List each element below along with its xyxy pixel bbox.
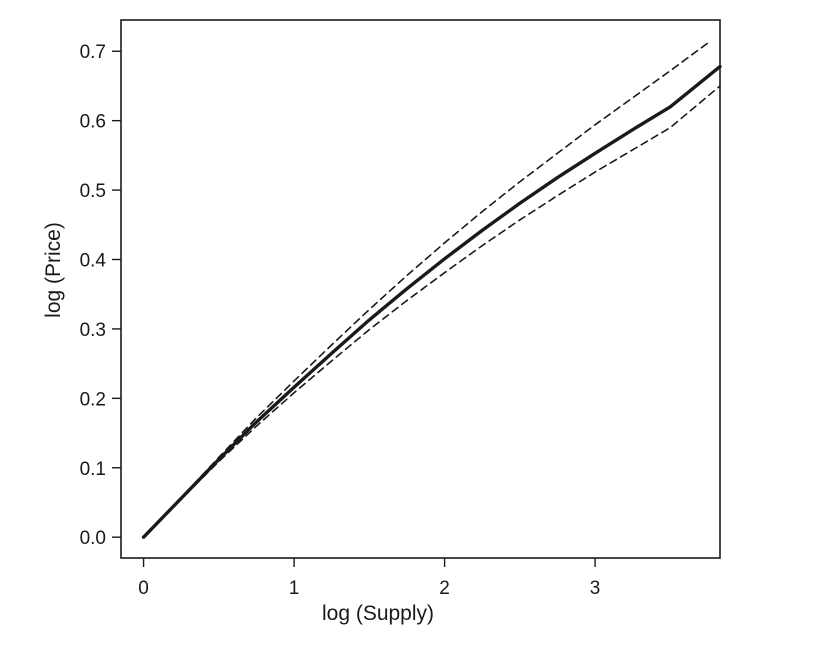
x-tick-label: 3 <box>590 578 601 599</box>
y-tick-label: 0.2 <box>80 389 106 410</box>
confidence-band-line-2 <box>142 85 721 538</box>
y-axis-title: log (Price) <box>42 222 65 318</box>
y-tick-label: 0.7 <box>80 42 106 63</box>
y-tick-label: 0.6 <box>80 112 106 133</box>
plot-frame <box>120 19 721 559</box>
y-axis: 0.0 0.1 0.2 0.3 0.4 0.5 0.6 0.7 <box>80 42 121 549</box>
x-axis-title: log (Supply) <box>322 602 434 625</box>
y-tick-label: 0.4 <box>80 250 107 271</box>
y-tick-label: 0.3 <box>80 320 106 341</box>
y-tick-label: 0.0 <box>80 528 106 549</box>
confidence-band-line-1 <box>142 42 709 538</box>
x-axis: 0 1 2 3 <box>138 558 600 599</box>
fitted-line <box>141 64 722 539</box>
x-tick-label: 2 <box>439 578 450 599</box>
y-tick-label: 0.5 <box>80 181 106 202</box>
series-layer <box>141 42 722 539</box>
x-tick-label: 1 <box>289 578 300 599</box>
x-tick-label: 0 <box>138 578 149 599</box>
y-tick-label: 0.1 <box>80 459 106 480</box>
